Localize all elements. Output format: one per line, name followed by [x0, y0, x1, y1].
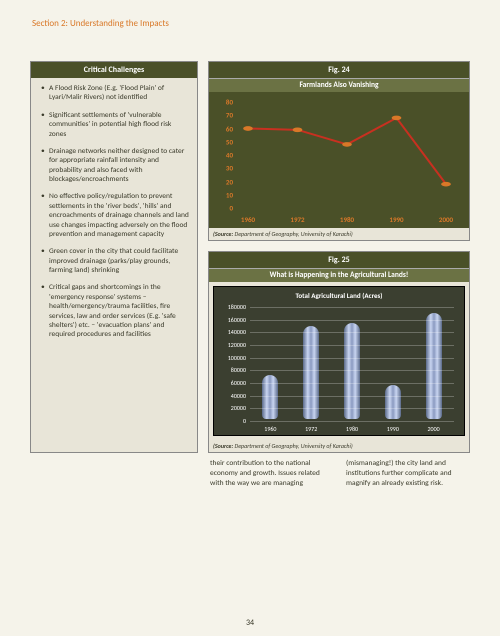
- fig25-ytick: 140000: [218, 328, 246, 336]
- fig24-label: Fig. 24: [209, 62, 469, 78]
- fig25-xlabel: 2000: [428, 425, 440, 433]
- fig25-xlabel: 1960: [264, 425, 276, 433]
- fig24-ytick: 60: [215, 124, 233, 133]
- challenges-title: Critical Challenges: [31, 62, 197, 78]
- fig24-source-label: (Source:: [213, 230, 233, 238]
- fig25-chart-title: Total Agricultural Land (Acres): [214, 291, 464, 300]
- fig25-plot: 19601972198019902000: [250, 307, 454, 419]
- challenge-item: Critical gaps and shortcomings in the 'e…: [39, 283, 189, 339]
- fig25-source: (Source: Department of Geography, Univer…: [209, 440, 469, 452]
- fig25-ytick: 60000: [218, 379, 246, 387]
- fig25-xlabel: 1980: [346, 425, 358, 433]
- fig24-ytick: 40: [215, 151, 233, 160]
- challenges-body: A Flood Risk Zone (E.g. 'Flood Plain' of…: [31, 78, 197, 354]
- fig25-gridline: [250, 408, 454, 409]
- fig24-chart-wrap: 19601972198019902000 01020304050607080: [209, 92, 469, 228]
- fig24-chart: 19601972198019902000 01020304050607080: [215, 96, 463, 226]
- fig25-chart-pad: Total Agricultural Land (Acres) 19601972…: [209, 282, 469, 440]
- challenge-item: Drainage networks neither designed to ca…: [39, 147, 189, 185]
- fig25-box: Fig. 25 What is Happening in the Agricul…: [208, 251, 470, 453]
- fig24-ytick: 10: [215, 190, 233, 199]
- fig25-source-label: (Source:: [213, 442, 233, 450]
- fig25-gridline: [250, 358, 454, 359]
- figures-column: Fig. 24 Farmlands Also Vanishing 1960197…: [208, 61, 470, 453]
- fig24-xlabel: 2000: [439, 215, 453, 224]
- fig25-ytick: 100000: [218, 354, 246, 362]
- fig24-xlabel: 1960: [241, 215, 255, 224]
- fig24-xlabel: 1990: [389, 215, 403, 224]
- fig24-ytick: 0: [215, 204, 233, 213]
- fig25-bar: [303, 326, 319, 419]
- fig25-label: Fig. 25: [209, 252, 469, 268]
- fig24-xlabel: 1980: [340, 215, 354, 224]
- fig25-gridline: [250, 307, 454, 308]
- fig24-xlabel: 1972: [290, 215, 304, 224]
- fig25-gridline: [250, 383, 454, 384]
- fig24-line-svg: [237, 102, 457, 208]
- fig24-subtitle: Farmlands Also Vanishing: [209, 78, 469, 92]
- main-content: Critical Challenges A Flood Risk Zone (E…: [0, 29, 500, 453]
- fig25-gridline: [250, 370, 454, 371]
- fig25-subtitle: What is Happening in the Agricultural La…: [209, 268, 469, 282]
- fig25-bar: [385, 385, 401, 419]
- fig25-ytick: 180000: [218, 303, 246, 311]
- fig24-ytick: 50: [215, 137, 233, 146]
- fig25-ytick: 20000: [218, 404, 246, 412]
- fig25-ytick: 80000: [218, 366, 246, 374]
- fig25-gridline: [250, 396, 454, 397]
- fig24-box: Fig. 24 Farmlands Also Vanishing 1960197…: [208, 61, 470, 241]
- challenge-item: Significant settlements of 'vulnerable c…: [39, 111, 189, 139]
- body-paragraph: their contribution to the national econo…: [0, 453, 500, 488]
- fig25-ytick: 0: [218, 417, 246, 425]
- fig25-source-text: Department of Geography, University of K…: [233, 442, 353, 450]
- fig25-ytick: 120000: [218, 341, 246, 349]
- fig25-gridline: [250, 421, 454, 422]
- fig25-chart: Total Agricultural Land (Acres) 19601972…: [213, 286, 465, 436]
- fig25-gridline: [250, 332, 454, 333]
- fig25-gridline: [250, 345, 454, 346]
- fig25-xlabel: 1990: [387, 425, 399, 433]
- fig24-plot: 19601972198019902000: [237, 102, 457, 208]
- fig24-ytick: 30: [215, 164, 233, 173]
- challenge-item: Green cover in the city that could facil…: [39, 247, 189, 275]
- fig24-ytick: 80: [215, 98, 233, 107]
- fig25-gridline: [250, 320, 454, 321]
- fig25-ytick: 40000: [218, 392, 246, 400]
- fig25-bar: [426, 313, 442, 419]
- challenges-panel: Critical Challenges A Flood Risk Zone (E…: [30, 61, 198, 453]
- section-header: Section 2: Understanding the Impacts: [0, 0, 500, 29]
- fig24-ytick: 70: [215, 111, 233, 120]
- challenges-list: A Flood Risk Zone (E.g. 'Flood Plain' of…: [39, 84, 189, 340]
- fig25-xlabel: 1972: [305, 425, 317, 433]
- challenge-item: No effective policy/regulation to preven…: [39, 192, 189, 239]
- fig24-ytick: 20: [215, 177, 233, 186]
- fig24-source-text: Department of Geography, University of K…: [233, 230, 353, 238]
- page-number: 34: [0, 618, 500, 628]
- fig25-bar: [262, 375, 278, 419]
- challenge-item: A Flood Risk Zone (E.g. 'Flood Plain' of…: [39, 84, 189, 103]
- fig25-ytick: 160000: [218, 316, 246, 324]
- fig24-source: (Source: Department of Geography, Univer…: [209, 228, 469, 240]
